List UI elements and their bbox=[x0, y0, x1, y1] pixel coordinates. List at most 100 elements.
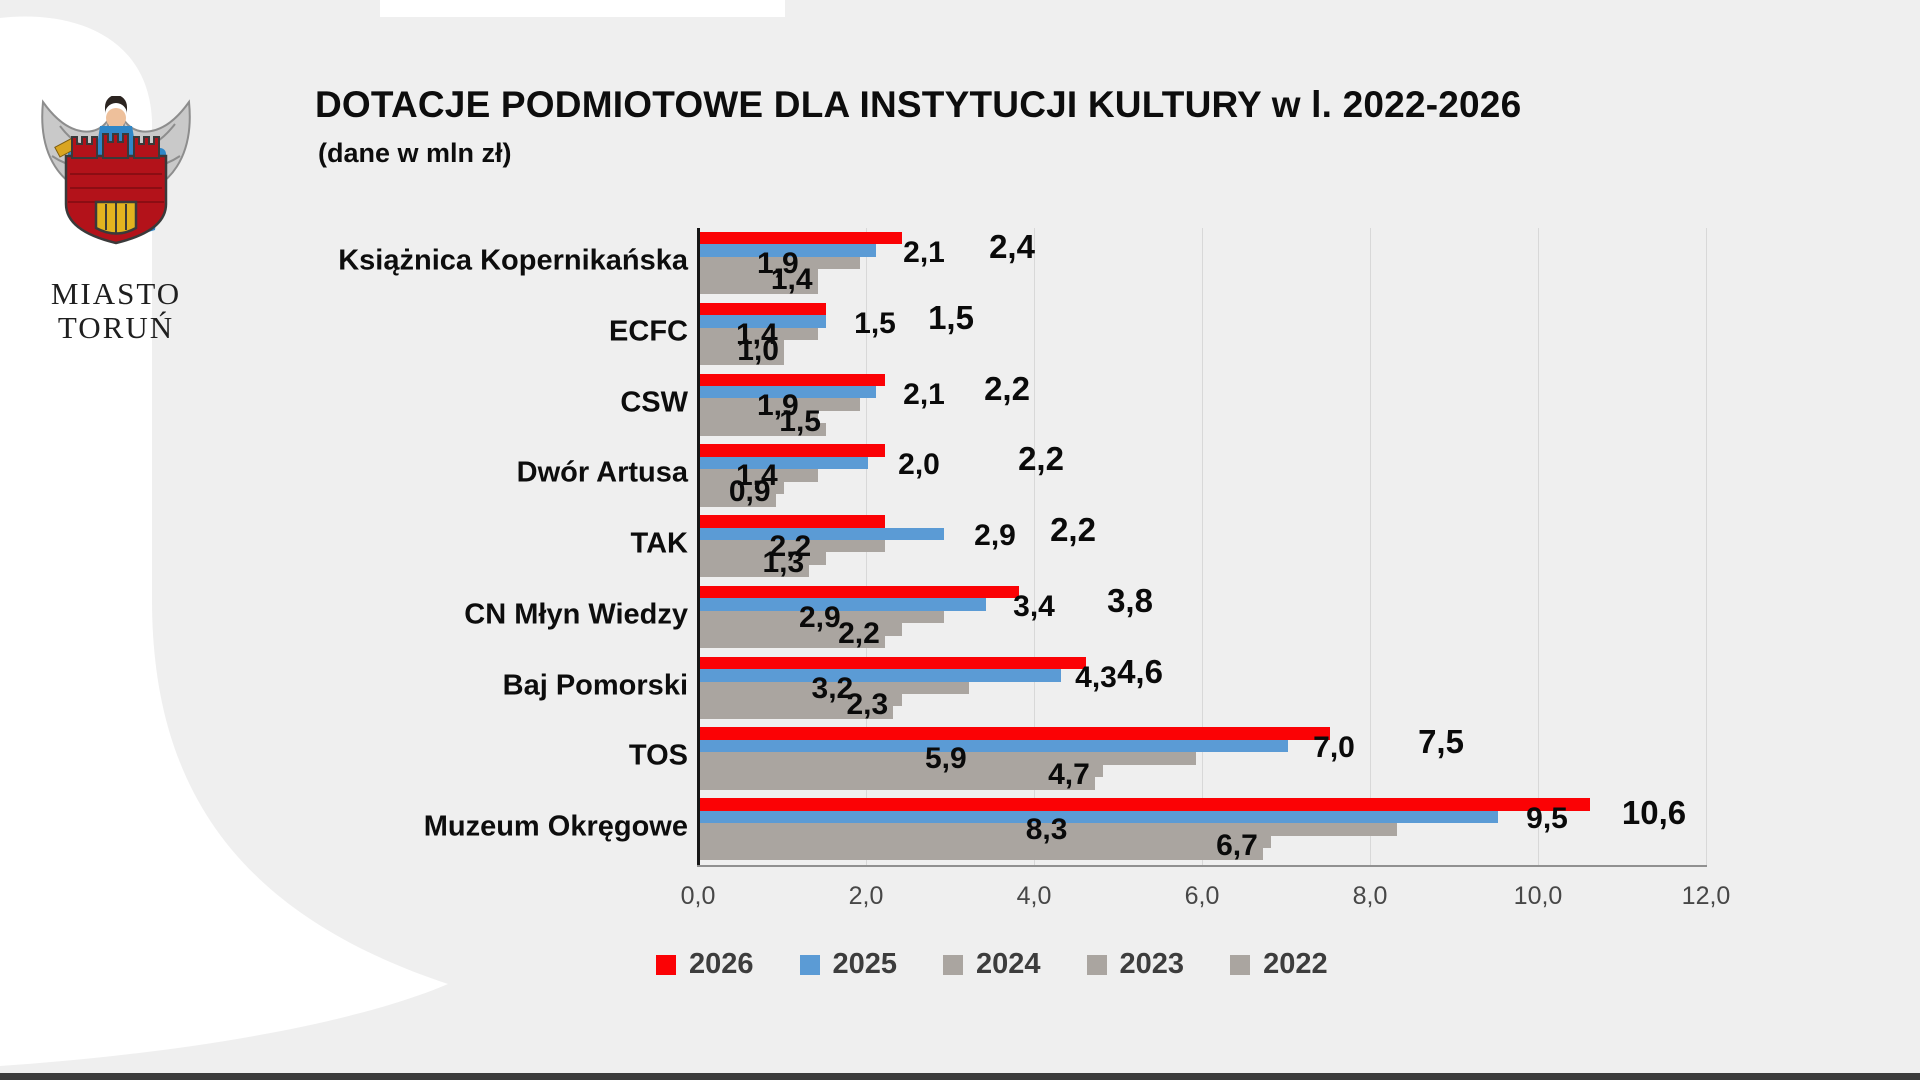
value-label-2026: 7,5 bbox=[1418, 723, 1464, 761]
bar-2025 bbox=[700, 669, 1062, 682]
value-label-2026: 4,6 bbox=[1117, 652, 1163, 690]
bar-2024 bbox=[700, 681, 969, 694]
grid-line bbox=[1034, 228, 1035, 865]
chart-title: DOTACJE PODMIOTOWE DLA INSTYTUCJI KULTUR… bbox=[315, 84, 1522, 125]
bar-2024 bbox=[700, 327, 818, 341]
value-label-2025: 2,9 bbox=[974, 519, 1016, 553]
bar-2022 bbox=[700, 423, 826, 436]
value-label-2026: 2,4 bbox=[989, 228, 1035, 265]
bar-2025 bbox=[700, 386, 877, 399]
value-label-2025: 9,5 bbox=[1526, 802, 1568, 836]
legend-swatch bbox=[1230, 954, 1251, 975]
category-label: Dwór Artusa bbox=[516, 456, 688, 489]
x-axis-tick: 12,0 bbox=[1681, 882, 1731, 910]
legend-item-2022: 2022 bbox=[1230, 948, 1328, 981]
bar-2025 bbox=[700, 456, 868, 470]
category-label: ECFC bbox=[609, 315, 688, 348]
bar-2024 bbox=[700, 610, 944, 624]
value-label-2026: 2,2 bbox=[984, 369, 1030, 407]
torun-coat-of-arms bbox=[41, 95, 191, 245]
bar-2024 bbox=[700, 752, 1196, 765]
bar-2025 bbox=[700, 244, 877, 257]
grid-line bbox=[1202, 228, 1203, 865]
bar-2025 bbox=[700, 527, 944, 540]
value-label-2026: 3,8 bbox=[1107, 581, 1153, 619]
value-label-2026: 10,6 bbox=[1621, 794, 1687, 832]
x-axis-tick: 0,0 bbox=[680, 882, 716, 910]
category-label: TAK bbox=[630, 527, 688, 560]
legend-item-2025: 2025 bbox=[799, 948, 897, 981]
value-label-2022: 1,5 bbox=[779, 404, 821, 438]
bar-2023 bbox=[700, 623, 902, 636]
value-label-2025: 3,4 bbox=[1013, 589, 1055, 623]
bar-2026 bbox=[700, 585, 1020, 599]
value-label-2022: 1,4 bbox=[770, 263, 813, 296]
legend-swatch bbox=[1086, 954, 1107, 975]
bar-2024 bbox=[700, 256, 860, 270]
value-label-2022: 4,7 bbox=[1048, 758, 1090, 792]
bar-2025 bbox=[700, 739, 1288, 753]
bar-2022 bbox=[700, 494, 776, 507]
bar-2022 bbox=[700, 635, 885, 649]
value-label-2022: 0,9 bbox=[728, 475, 771, 509]
value-label-2024: 2,9 bbox=[798, 600, 841, 634]
bar-2023 bbox=[700, 340, 784, 353]
bar-2023 bbox=[700, 764, 1104, 778]
bar-2022 bbox=[700, 352, 784, 365]
value-label-2024: 8,3 bbox=[1025, 813, 1068, 847]
category-label: Książnica Kopernikańska bbox=[338, 244, 688, 277]
value-label-2026: 1,5 bbox=[928, 298, 974, 336]
value-label-2024: 1,4 bbox=[735, 317, 778, 351]
legend-label: 2022 bbox=[1263, 948, 1328, 980]
bar-2022 bbox=[700, 564, 810, 578]
value-label-2022: 1,0 bbox=[737, 333, 779, 367]
category-label: CSW bbox=[620, 386, 688, 419]
legend-label: 2023 bbox=[1119, 948, 1185, 980]
bar-2026 bbox=[700, 656, 1087, 670]
legend-swatch bbox=[656, 954, 676, 975]
value-label-2022: 2,3 bbox=[846, 687, 889, 721]
legend-item-2024: 2024 bbox=[943, 948, 1041, 981]
bar-2023 bbox=[700, 552, 826, 565]
value-label-2024: 1,9 bbox=[756, 388, 799, 422]
category-label: TOS bbox=[628, 739, 688, 772]
value-label-2022: 6,7 bbox=[1216, 829, 1258, 863]
value-label-2026: 2,2 bbox=[1018, 440, 1064, 478]
legend-item-2026: 2026 bbox=[656, 948, 754, 981]
value-label-2024: 2,2 bbox=[769, 530, 812, 564]
value-label-2024: 3,2 bbox=[811, 671, 854, 705]
bar-2023 bbox=[700, 410, 818, 424]
y-axis-line bbox=[697, 228, 700, 867]
value-label-2025: 2,0 bbox=[898, 448, 940, 482]
grid-line bbox=[1706, 228, 1707, 865]
bar-2024 bbox=[700, 540, 885, 553]
bar-2022 bbox=[700, 281, 818, 295]
bar-2022 bbox=[700, 706, 894, 719]
x-axis-tick: 10,0 bbox=[1513, 882, 1563, 910]
bar-2022 bbox=[700, 848, 1263, 861]
bar-2024 bbox=[700, 398, 860, 411]
value-label-2022: 2,2 bbox=[838, 616, 880, 650]
value-label-2025: 1,5 bbox=[854, 306, 896, 340]
legend-swatch bbox=[943, 954, 964, 975]
x-axis-tick: 8,0 bbox=[1352, 882, 1388, 910]
grid-line bbox=[1370, 228, 1371, 865]
bar-2023 bbox=[700, 835, 1272, 848]
logo-text-line2: TORUŃ bbox=[57, 310, 175, 345]
value-label-2026: 2,2 bbox=[1050, 511, 1096, 549]
value-label-2025: 4,3 bbox=[1075, 660, 1117, 694]
legend-label: 2024 bbox=[976, 948, 1041, 980]
bar-2026 bbox=[700, 232, 902, 245]
bar-2023 bbox=[700, 481, 784, 495]
grid-line bbox=[1538, 228, 1539, 865]
bar-2023 bbox=[700, 269, 818, 282]
legend-item-2023: 2023 bbox=[1086, 948, 1185, 981]
bottom-bar bbox=[0, 1073, 1920, 1080]
category-label: Muzeum Okręgowe bbox=[423, 810, 688, 843]
bar-2026 bbox=[700, 727, 1330, 740]
logo: MIASTO TORUŃ bbox=[28, 95, 204, 345]
value-label-2024: 1,4 bbox=[735, 459, 778, 493]
x-axis-tick: 4,0 bbox=[1016, 882, 1052, 910]
legend-label: 2026 bbox=[689, 948, 754, 980]
